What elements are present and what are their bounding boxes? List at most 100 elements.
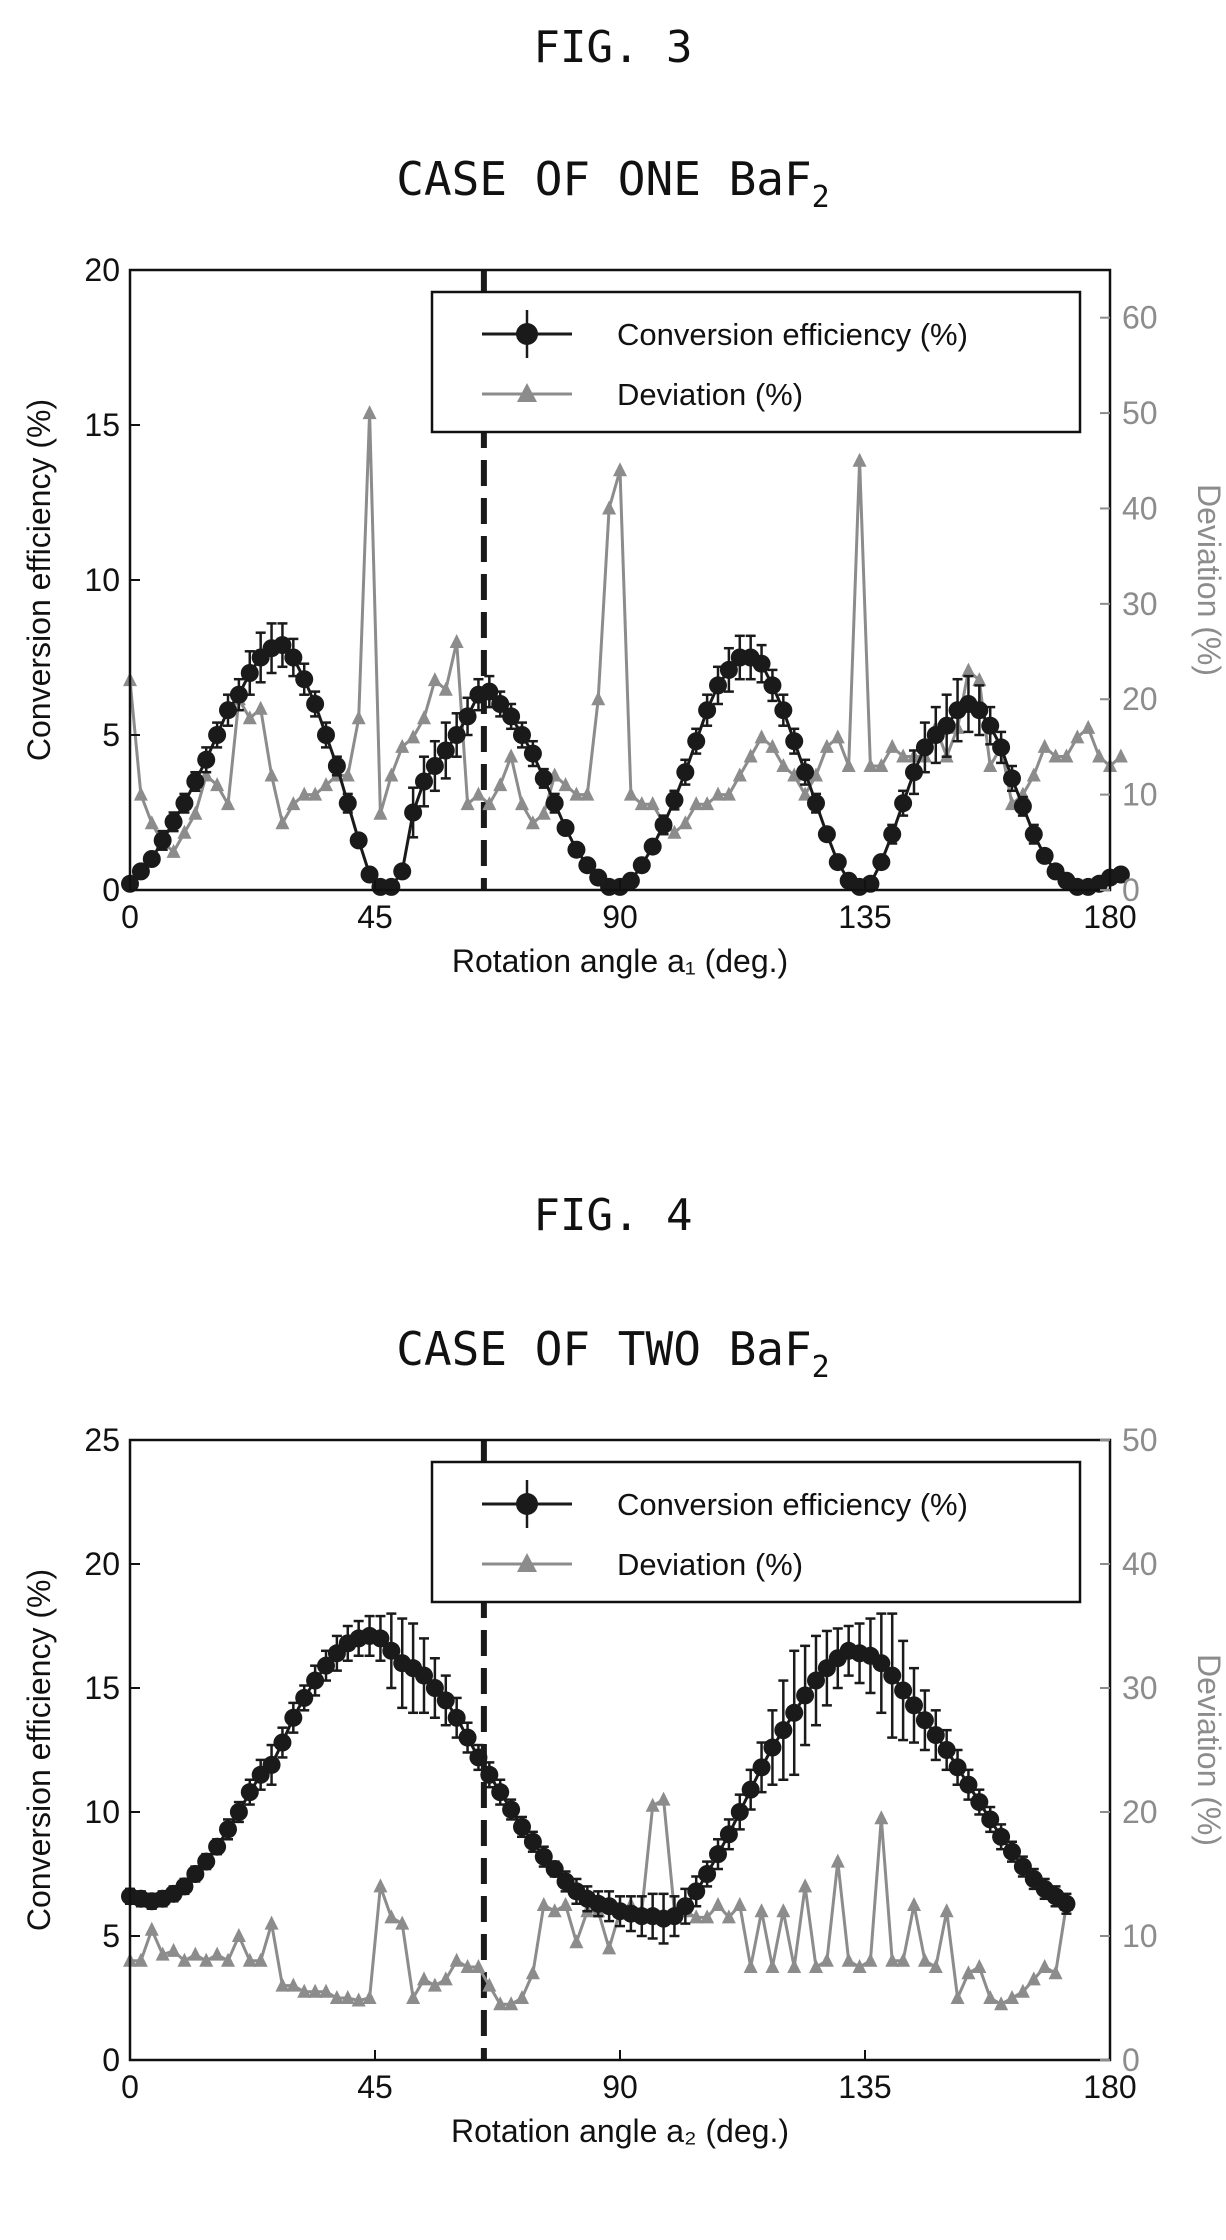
y2-axis-label: Deviation (%) (1191, 484, 1226, 676)
deviation-point (819, 738, 834, 753)
deviation-point (667, 824, 682, 839)
efficiency-point (1111, 865, 1130, 884)
deviation-point (482, 1977, 497, 1992)
efficiency-point (382, 1641, 401, 1660)
efficiency-point (469, 1748, 488, 1767)
chart-title: CASE OF ONE BaF2 (396, 152, 829, 215)
deviation-series-line (128, 413, 1122, 855)
efficiency-point (415, 1666, 433, 1685)
legend-efficiency-label: Conversion efficiency (%) (617, 317, 968, 352)
deviation-point (329, 1990, 344, 2004)
efficiency-point (393, 862, 412, 881)
efficiency-point (229, 1803, 248, 1821)
deviation-point (221, 796, 235, 811)
efficiency-point (894, 794, 913, 813)
deviation-point (449, 1952, 464, 1967)
efficiency-point (480, 682, 499, 701)
deviation-point (874, 758, 889, 772)
deviation-point (721, 786, 736, 801)
deviation-point (765, 738, 780, 753)
deviation-point (983, 1990, 998, 2004)
efficiency-point (306, 1671, 325, 1690)
deviation-point (471, 786, 486, 801)
efficiency-point (687, 1882, 706, 1901)
deviation-point (504, 748, 519, 763)
deviation-point (471, 1959, 486, 1973)
y-tick-label: 25 (84, 1422, 120, 1458)
deviation-point (1005, 1990, 1019, 2004)
y-tick-label: 5 (102, 717, 120, 753)
legend-box (430, 1460, 1082, 1604)
deviation-point (460, 796, 475, 811)
deviation-point (253, 1952, 268, 1967)
deviation-point (504, 1996, 519, 2011)
deviation-point (264, 1915, 279, 1930)
deviation-point (144, 815, 159, 830)
efficiency-point (523, 744, 542, 763)
x-tick-label: 135 (838, 899, 891, 935)
y-tick-label: 15 (84, 407, 120, 443)
efficiency-point (415, 772, 433, 791)
y2-tick-label: 50 (1122, 395, 1158, 431)
efficiency-point (632, 856, 651, 875)
x-tick-label: 45 (357, 2069, 393, 2105)
efficiency-point (436, 1691, 455, 1710)
deviation-point (1081, 719, 1096, 734)
deviation-point (754, 729, 769, 744)
efficiency-point (131, 862, 150, 881)
deviation-point (351, 1992, 366, 2007)
chart-title-subscript: 2 (812, 180, 830, 215)
deviation-point (384, 1909, 399, 1924)
efficiency-point (425, 1679, 444, 1697)
efficiency-point (741, 1780, 760, 1799)
efficiency-point (436, 741, 455, 760)
deviation-point (634, 796, 649, 811)
efficiency-point (719, 660, 738, 679)
deviation-point (144, 1921, 159, 1936)
deviation-point (928, 1959, 943, 1973)
efficiency-point (208, 1837, 227, 1856)
efficiency-point (981, 1810, 1000, 1829)
efficiency-point (567, 840, 586, 859)
deviation-point (863, 758, 878, 772)
deviation-point (1037, 1959, 1052, 1973)
deviation-point (656, 1791, 671, 1806)
efficiency-point (502, 1800, 521, 1819)
deviation-point (689, 1909, 704, 1924)
efficiency-point (992, 1827, 1011, 1846)
legend-deviation-label: Deviation (%) (617, 1547, 803, 1582)
efficiency-point (883, 1666, 902, 1685)
deviation-point (155, 1946, 170, 1961)
deviation-point (700, 796, 715, 811)
deviation-point (798, 786, 813, 801)
efficiency-point (796, 1686, 815, 1705)
deviation-point (340, 767, 355, 782)
efficiency-point (654, 815, 673, 834)
deviation-point (874, 1810, 889, 1825)
deviation-point (765, 1959, 780, 1973)
y2-tick-label: 40 (1122, 1546, 1158, 1582)
efficiency-point (382, 877, 401, 896)
deviation-point (286, 796, 301, 811)
chart-title-subscript: 2 (812, 1350, 830, 1385)
efficiency-point (1024, 825, 1043, 844)
efficiency-point (1057, 1894, 1076, 1913)
efficiency-point (1013, 1857, 1032, 1876)
deviation-point (721, 1909, 736, 1924)
deviation-point (613, 462, 627, 477)
y2-tick-label: 10 (1122, 777, 1158, 813)
deviation-point (536, 1897, 551, 1911)
deviation-point (700, 1909, 715, 1924)
y2-tick-label: 20 (1122, 1794, 1158, 1830)
efficiency-point (240, 1783, 259, 1802)
efficiency-point (774, 701, 793, 720)
deviation-point (809, 767, 823, 782)
deviation-point (994, 1996, 1009, 2011)
efficiency-point (774, 1721, 793, 1740)
efficiency-point (523, 1832, 542, 1851)
y2-tick-label: 30 (1122, 586, 1158, 622)
efficiency-point (175, 794, 194, 813)
efficiency-point (1003, 1842, 1021, 1861)
deviation-point (852, 452, 867, 467)
